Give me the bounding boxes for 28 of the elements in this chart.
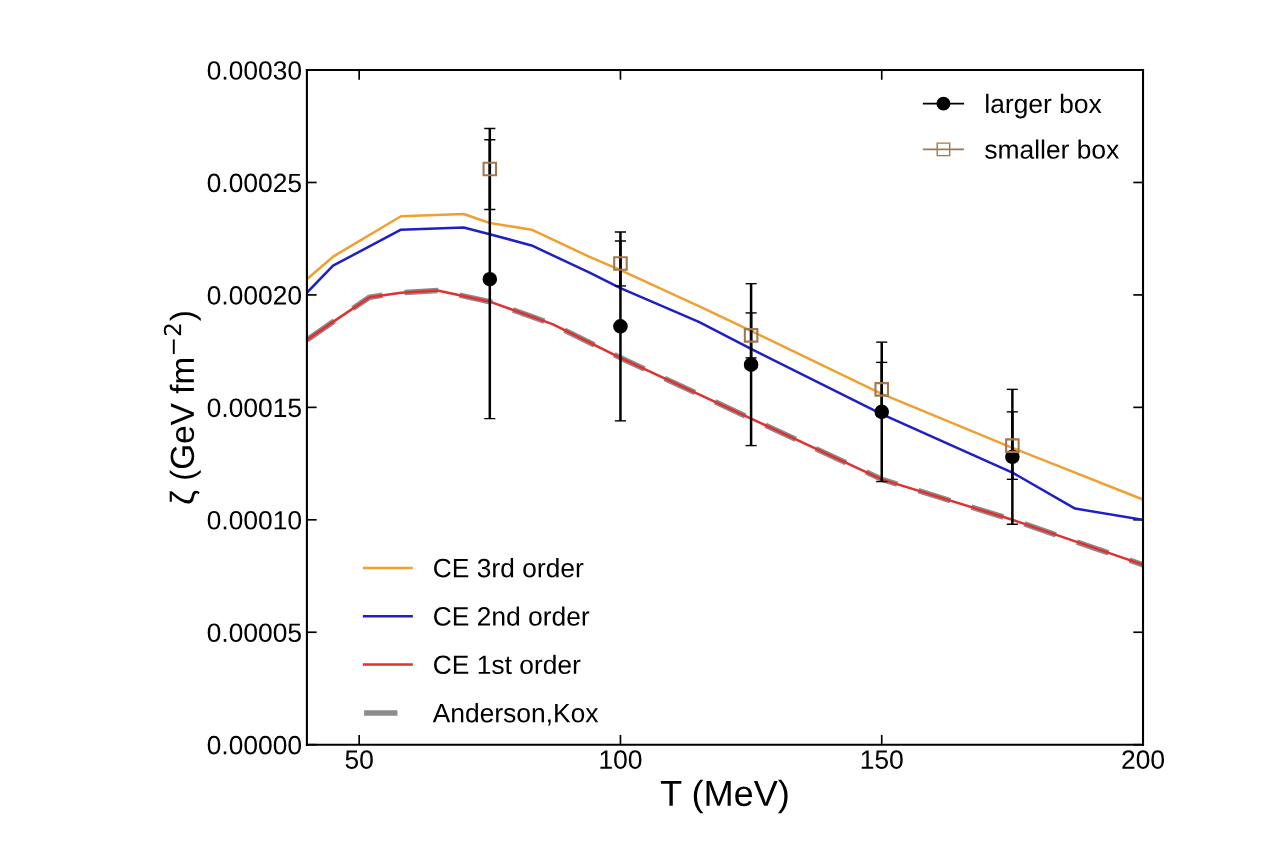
legend-label: smaller box: [985, 139, 1119, 159]
legend-label: CE 2nd order: [434, 606, 590, 626]
y-tick-label: 0.00025: [207, 173, 301, 193]
point: [613, 256, 628, 271]
y-tick-label: 0.00030: [207, 61, 302, 80]
x-tick-label: 100: [600, 750, 642, 769]
point: [1005, 438, 1020, 453]
point: [743, 328, 759, 343]
x-tick-label: 50: [345, 750, 373, 769]
y-tick-label: 0.00005: [207, 623, 301, 643]
point: [482, 271, 498, 287]
legend-label: larger box: [986, 93, 1102, 119]
x-axis-title: T (MeV): [660, 779, 788, 814]
legend-label: CE 3rd order: [434, 558, 584, 578]
point: [482, 161, 498, 177]
x-tick-label: 200: [1122, 750, 1164, 769]
legend-label: CE 1st order: [434, 654, 581, 675]
y-tick-label: 0.00000: [207, 735, 302, 755]
point: [743, 357, 759, 372]
point: [874, 382, 890, 397]
point: [874, 404, 890, 420]
y-axis-title: ζ (GeV fm$^{−2}$): [163, 312, 201, 504]
legend-label: Anderson,Kox: [432, 703, 599, 726]
y-tick-label: 0.00020: [207, 286, 302, 305]
point: [613, 319, 628, 334]
y-tick-label: 0.00010: [207, 510, 302, 530]
y-tick-label: 0.00015: [207, 398, 301, 418]
x-tick-label: 150: [861, 750, 903, 769]
